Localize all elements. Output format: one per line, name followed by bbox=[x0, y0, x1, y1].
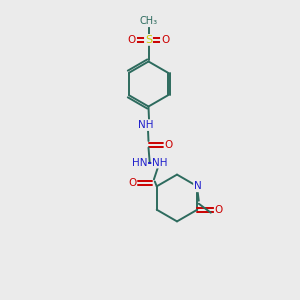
Text: S: S bbox=[145, 35, 152, 45]
Text: O: O bbox=[215, 205, 223, 215]
Text: NH: NH bbox=[152, 158, 168, 168]
Text: N: N bbox=[194, 181, 202, 191]
Text: O: O bbox=[164, 140, 173, 150]
Text: HN: HN bbox=[132, 158, 147, 168]
Text: O: O bbox=[128, 178, 136, 188]
Text: O: O bbox=[128, 35, 136, 45]
Text: CH₃: CH₃ bbox=[140, 16, 158, 26]
Text: O: O bbox=[161, 35, 169, 45]
Text: NH: NH bbox=[138, 120, 154, 130]
